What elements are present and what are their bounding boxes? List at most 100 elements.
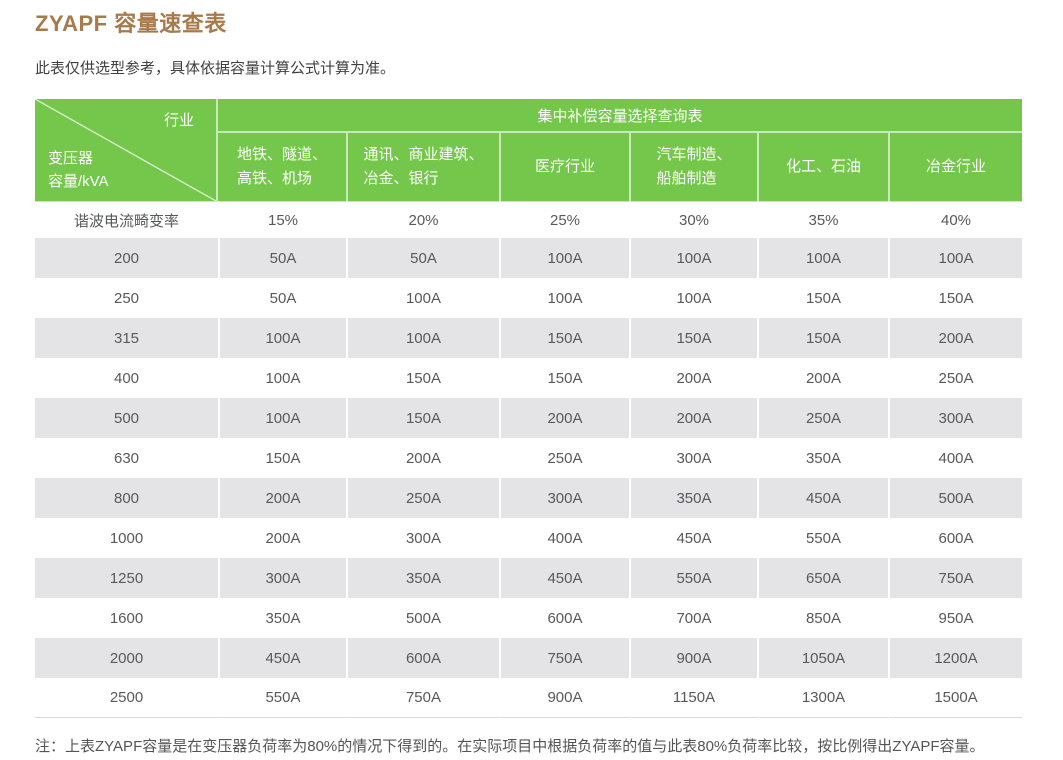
amp-cell: 1200A: [888, 638, 1023, 678]
amp-cell: 200A: [218, 518, 346, 558]
distortion-rate-row: 谐波电流畸变率 15% 20% 25% 30% 35% 40%: [35, 201, 1023, 238]
amp-cell: 50A: [218, 238, 346, 278]
capacity-row-2000: 2000 450A 600A 750A 900A 1050A 1200A: [35, 638, 1023, 678]
amp-cell: 250A: [757, 398, 888, 438]
amp-cell: 450A: [499, 558, 629, 598]
amp-cell: 1150A: [629, 678, 757, 718]
diagonal-divider-line: [35, 99, 216, 201]
amp-cell: 200A: [757, 358, 888, 398]
amp-cell: 600A: [888, 518, 1023, 558]
amp-cell: 100A: [346, 318, 499, 358]
amp-cell: 600A: [499, 598, 629, 638]
amp-cell: 450A: [757, 478, 888, 518]
corner-label-transformer-line2: 容量/kVA: [48, 173, 109, 190]
amp-cell: 700A: [629, 598, 757, 638]
amp-cell: 150A: [629, 318, 757, 358]
capacity-lookup-table: 行业 变压器 容量/kVA 集中补偿容量选择查询表 地铁、隧道、 高铁、机场 通讯、…: [35, 99, 1023, 718]
column-header-1: 地铁、隧道、 高铁、机场: [218, 133, 346, 201]
amp-cell: 300A: [499, 478, 629, 518]
kva-cell: 500: [35, 398, 218, 438]
column-header-6: 冶金行业: [888, 133, 1023, 201]
amp-cell: 200A: [218, 478, 346, 518]
distortion-rate-value-2: 20%: [346, 201, 499, 238]
amp-cell: 300A: [629, 438, 757, 478]
amp-cell: 300A: [346, 518, 499, 558]
amp-cell: 100A: [629, 278, 757, 318]
amp-cell: 350A: [757, 438, 888, 478]
amp-cell: 150A: [218, 438, 346, 478]
corner-label-transformer: 变压器 容量/kVA: [48, 147, 109, 193]
amp-cell: 350A: [629, 478, 757, 518]
amp-cell: 250A: [888, 358, 1023, 398]
capacity-row-315: 315 100A 100A 150A 150A 150A 200A: [35, 318, 1023, 358]
distortion-rate-value-3: 25%: [499, 201, 629, 238]
amp-cell: 550A: [757, 518, 888, 558]
amp-cell: 50A: [218, 278, 346, 318]
kva-cell: 1000: [35, 518, 218, 558]
kva-cell: 1600: [35, 598, 218, 638]
amp-cell: 300A: [888, 398, 1023, 438]
amp-cell: 900A: [499, 678, 629, 718]
amp-cell: 200A: [629, 398, 757, 438]
capacity-row-2500: 2500 550A 750A 900A 1150A 1300A 1500A: [35, 678, 1023, 718]
amp-cell: 900A: [629, 638, 757, 678]
amp-cell: 100A: [218, 398, 346, 438]
amp-cell: 500A: [888, 478, 1023, 518]
kva-cell: 1250: [35, 558, 218, 598]
amp-cell: 1300A: [757, 678, 888, 718]
amp-cell: 200A: [499, 398, 629, 438]
kva-cell: 315: [35, 318, 218, 358]
amp-cell: 450A: [218, 638, 346, 678]
capacity-row-1600: 1600 350A 500A 600A 700A 850A 950A: [35, 598, 1023, 638]
corner-cell: 行业 变压器 容量/kVA: [35, 99, 218, 201]
amp-cell: 100A: [888, 238, 1023, 278]
amp-cell: 950A: [888, 598, 1023, 638]
amp-cell: 100A: [218, 318, 346, 358]
kva-cell: 2000: [35, 638, 218, 678]
amp-cell: 150A: [346, 358, 499, 398]
amp-cell: 400A: [888, 438, 1023, 478]
capacity-row-800: 800 200A 250A 300A 350A 450A 500A: [35, 478, 1023, 518]
amp-cell: 200A: [346, 438, 499, 478]
distortion-rate-label: 谐波电流畸变率: [35, 201, 218, 238]
amp-cell: 100A: [218, 358, 346, 398]
distortion-rate-value-5: 35%: [757, 201, 888, 238]
amp-cell: 200A: [888, 318, 1023, 358]
amp-cell: 100A: [499, 238, 629, 278]
column-header-5: 化工、石油: [757, 133, 888, 201]
amp-cell: 550A: [218, 678, 346, 718]
kva-cell: 800: [35, 478, 218, 518]
amp-cell: 850A: [757, 598, 888, 638]
capacity-row-400: 400 100A 150A 150A 200A 200A 250A: [35, 358, 1023, 398]
column-header-3: 医疗行业: [499, 133, 629, 201]
kva-cell: 200: [35, 238, 218, 278]
table-header: 行业 变压器 容量/kVA 集中补偿容量选择查询表 地铁、隧道、 高铁、机场 通讯、…: [35, 99, 1023, 201]
amp-cell: 100A: [346, 278, 499, 318]
kva-cell: 2500: [35, 678, 218, 718]
amp-cell: 350A: [346, 558, 499, 598]
kva-cell: 630: [35, 438, 218, 478]
amp-cell: 1500A: [888, 678, 1023, 718]
amp-cell: 650A: [757, 558, 888, 598]
group-header-title: 集中补偿容量选择查询表: [218, 99, 1023, 133]
amp-cell: 300A: [218, 558, 346, 598]
distortion-rate-value-4: 30%: [629, 201, 757, 238]
group-header-row: 行业 变压器 容量/kVA 集中补偿容量选择查询表: [35, 99, 1023, 201]
amp-cell: 100A: [757, 238, 888, 278]
amp-cell: 750A: [346, 678, 499, 718]
capacity-row-1250: 1250 300A 350A 450A 550A 650A 750A: [35, 558, 1023, 598]
corner-label-industry: 行业: [163, 112, 194, 129]
amp-cell: 750A: [499, 638, 629, 678]
column-header-2: 通讯、商业建筑、 冶金、银行: [346, 133, 499, 201]
amp-cell: 150A: [499, 358, 629, 398]
amp-cell: 250A: [499, 438, 629, 478]
amp-cell: 1050A: [757, 638, 888, 678]
capacity-row-630: 630 150A 200A 250A 300A 350A 400A: [35, 438, 1023, 478]
amp-cell: 150A: [757, 278, 888, 318]
amp-cell: 100A: [629, 238, 757, 278]
amp-cell: 350A: [218, 598, 346, 638]
amp-cell: 250A: [346, 478, 499, 518]
amp-cell: 150A: [757, 318, 888, 358]
column-header-row: 地铁、隧道、 高铁、机场 通讯、商业建筑、 冶金、银行 医疗行业 汽车制造、 船舶制造 化工、…: [35, 133, 1023, 201]
page-subtitle: 此表仅供选型参考，具体依据容量计算公式计算为准。: [35, 60, 396, 77]
